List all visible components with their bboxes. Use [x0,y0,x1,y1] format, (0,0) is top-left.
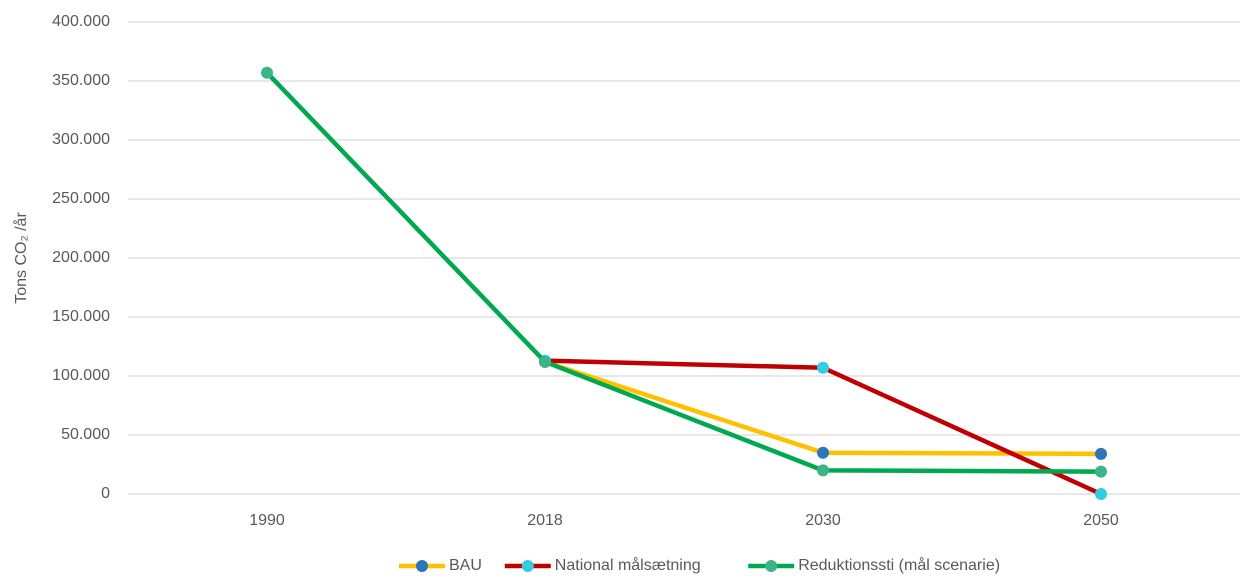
series-marker [1095,447,1107,460]
series-marker [261,66,273,79]
x-tick-label: 2050 [1083,512,1119,529]
series-marker [539,355,551,368]
legend-label: BAU [449,557,482,574]
y-tick-label: 0 [101,485,110,502]
y-tick-label: 200.000 [52,249,110,266]
legend-marker [765,560,778,572]
y-tick-label: 300.000 [52,131,110,148]
legend-label: National målsætning [555,556,701,574]
series-line [265,71,1102,474]
y-tick-label: 50.000 [61,426,110,443]
y-tick-label: 400.000 [52,13,110,30]
series-marker [1095,465,1107,478]
y-tick-label: 250.000 [52,190,110,207]
y-tick-label: 100.000 [52,367,110,384]
x-tick-label: 2030 [805,512,841,529]
x-tick-label: 2018 [527,512,563,529]
x-tick-label: 1990 [249,512,285,529]
series-marker [817,361,829,374]
legend-marker [521,560,534,572]
y-axis-label: Tons CO₂ /år [12,212,30,304]
legend-label: Reduktionssti (mål scenarie) [798,556,1000,574]
y-tick-label: 150.000 [52,308,110,325]
series-marker [817,464,829,477]
legend-marker [416,560,428,572]
series-marker [817,446,829,459]
y-tick-label: 350.000 [52,72,110,89]
series-marker [1095,488,1107,500]
